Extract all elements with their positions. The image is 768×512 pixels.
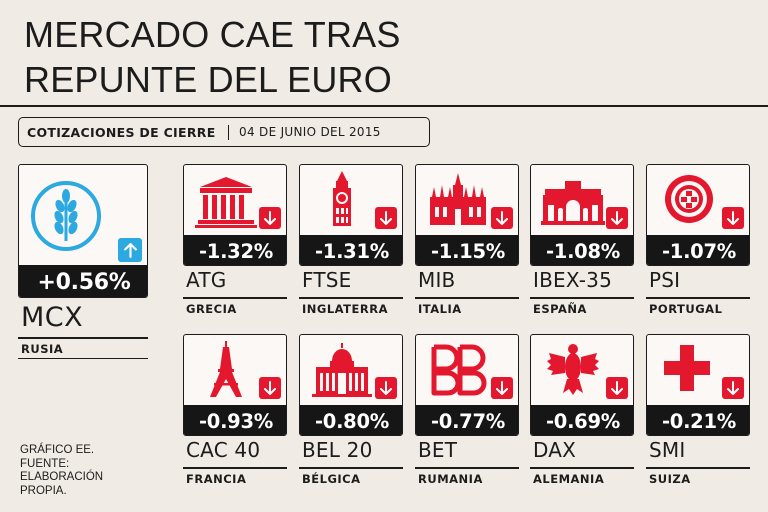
market-card-box: -0.69% — [530, 334, 634, 436]
divider — [299, 297, 403, 299]
market-card-box: -0.80% — [299, 334, 403, 436]
market-code: BEL 20 — [302, 438, 373, 462]
divider — [18, 337, 148, 339]
divider — [183, 297, 287, 299]
palace-of-justice-icon — [312, 343, 372, 397]
market-change-value: -0.69% — [531, 405, 633, 435]
divider — [415, 297, 519, 299]
puerta-de-alcala-icon — [541, 181, 605, 225]
market-card-box: -0.93% — [183, 334, 287, 436]
market-card-box: -0.77% — [415, 334, 519, 436]
milan-cathedral-icon — [430, 173, 486, 225]
market-country: INGLATERRA — [302, 302, 388, 316]
market-code: PSI — [649, 268, 681, 292]
market-card-box: -0.21% — [646, 334, 750, 436]
market-change-value: -0.77% — [416, 405, 518, 435]
parthenon-icon — [195, 177, 257, 228]
arrow-down-icon — [722, 377, 744, 399]
source-line: FUENTE: — [20, 457, 70, 470]
divider — [299, 467, 403, 469]
market-change-value: -1.08% — [531, 235, 633, 265]
market-card-box: -1.32% — [183, 164, 287, 266]
subtitle-bar: COTIZACIONES DE CIERRE 04 DE JUNIO DEL 2… — [18, 117, 430, 147]
market-code: BET — [418, 438, 458, 462]
source-line: ELABORACIÓN — [20, 471, 104, 483]
title-divider — [0, 105, 768, 107]
market-code: MCX — [21, 302, 84, 333]
title-line-1: MERCADO CAE TRAS — [24, 14, 401, 55]
divider — [530, 467, 634, 469]
eiffel-tower-icon — [210, 341, 242, 397]
market-country: ALEMANIA — [533, 472, 605, 486]
market-change-value: -0.21% — [647, 405, 749, 435]
market-country: RUSIA — [21, 342, 64, 356]
market-country: BÉLGICA — [302, 472, 361, 486]
bvb-logo-icon — [431, 344, 487, 396]
arrow-down-icon — [491, 207, 513, 229]
german-eagle-icon — [547, 344, 599, 395]
market-card-box: -1.07% — [646, 164, 750, 266]
market-country: FRANCIA — [186, 472, 247, 486]
market-card-box: +0.56% — [18, 164, 148, 298]
arrow-down-icon — [491, 377, 513, 399]
arrow-down-icon — [375, 377, 397, 399]
divider — [415, 467, 519, 469]
arrow-up-icon — [118, 238, 142, 262]
market-code: IBEX-35 — [533, 268, 613, 292]
market-card-box: -1.31% — [299, 164, 403, 266]
wheat-icon — [31, 181, 101, 251]
divider — [530, 297, 634, 299]
divider — [18, 358, 148, 359]
arrow-down-icon — [259, 377, 281, 399]
arrow-down-icon — [722, 207, 744, 229]
market-change-value: -0.80% — [300, 405, 402, 435]
market-code: CAC 40 — [186, 438, 261, 462]
source-note: GRÁFICO EE. FUENTE: ELABORACIÓN PROPIA. — [20, 444, 103, 498]
market-country: RUMANIA — [418, 472, 483, 486]
market-country: ESPAÑA — [533, 302, 587, 316]
swiss-cross-icon — [664, 345, 710, 391]
market-change-value: -1.15% — [416, 235, 518, 265]
subtitle-separator — [227, 124, 230, 140]
market-card-box: -1.08% — [530, 164, 634, 266]
source-line: GRÁFICO EE. — [20, 444, 95, 456]
divider — [646, 297, 750, 299]
market-change-value: -1.07% — [647, 235, 749, 265]
market-change-value: -0.93% — [184, 405, 286, 435]
market-code: FTSE — [302, 268, 352, 292]
subtitle-label: COTIZACIONES DE CIERRE — [27, 124, 216, 140]
market-code: ATG — [186, 268, 227, 292]
divider — [183, 467, 287, 469]
portugal-shield-icon — [665, 175, 713, 223]
source-line: PROPIA. — [20, 484, 67, 497]
market-country: GRECIA — [186, 302, 237, 316]
arrow-down-icon — [259, 207, 281, 229]
arrow-down-icon — [606, 207, 628, 229]
market-code: DAX — [533, 438, 577, 462]
market-change-value: +0.56% — [19, 265, 147, 297]
arrow-down-icon — [375, 207, 397, 229]
arrow-down-icon — [606, 377, 628, 399]
page-title: MERCADO CAE TRAS REPUNTE DEL EURO — [24, 12, 401, 102]
market-code: MIB — [418, 268, 456, 292]
market-change-value: -1.32% — [184, 235, 286, 265]
market-country: ITALIA — [418, 302, 462, 316]
market-country: PORTUGAL — [649, 302, 723, 316]
market-code: SMI — [649, 438, 686, 462]
market-country: SUIZA — [649, 472, 691, 486]
title-line-2: REPUNTE DEL EURO — [24, 59, 392, 100]
market-card-box: -1.15% — [415, 164, 519, 266]
divider — [646, 467, 750, 469]
subtitle-date: 04 DE JUNIO DEL 2015 — [239, 125, 381, 139]
big-ben-icon — [333, 171, 351, 226]
market-change-value: -1.31% — [300, 235, 402, 265]
